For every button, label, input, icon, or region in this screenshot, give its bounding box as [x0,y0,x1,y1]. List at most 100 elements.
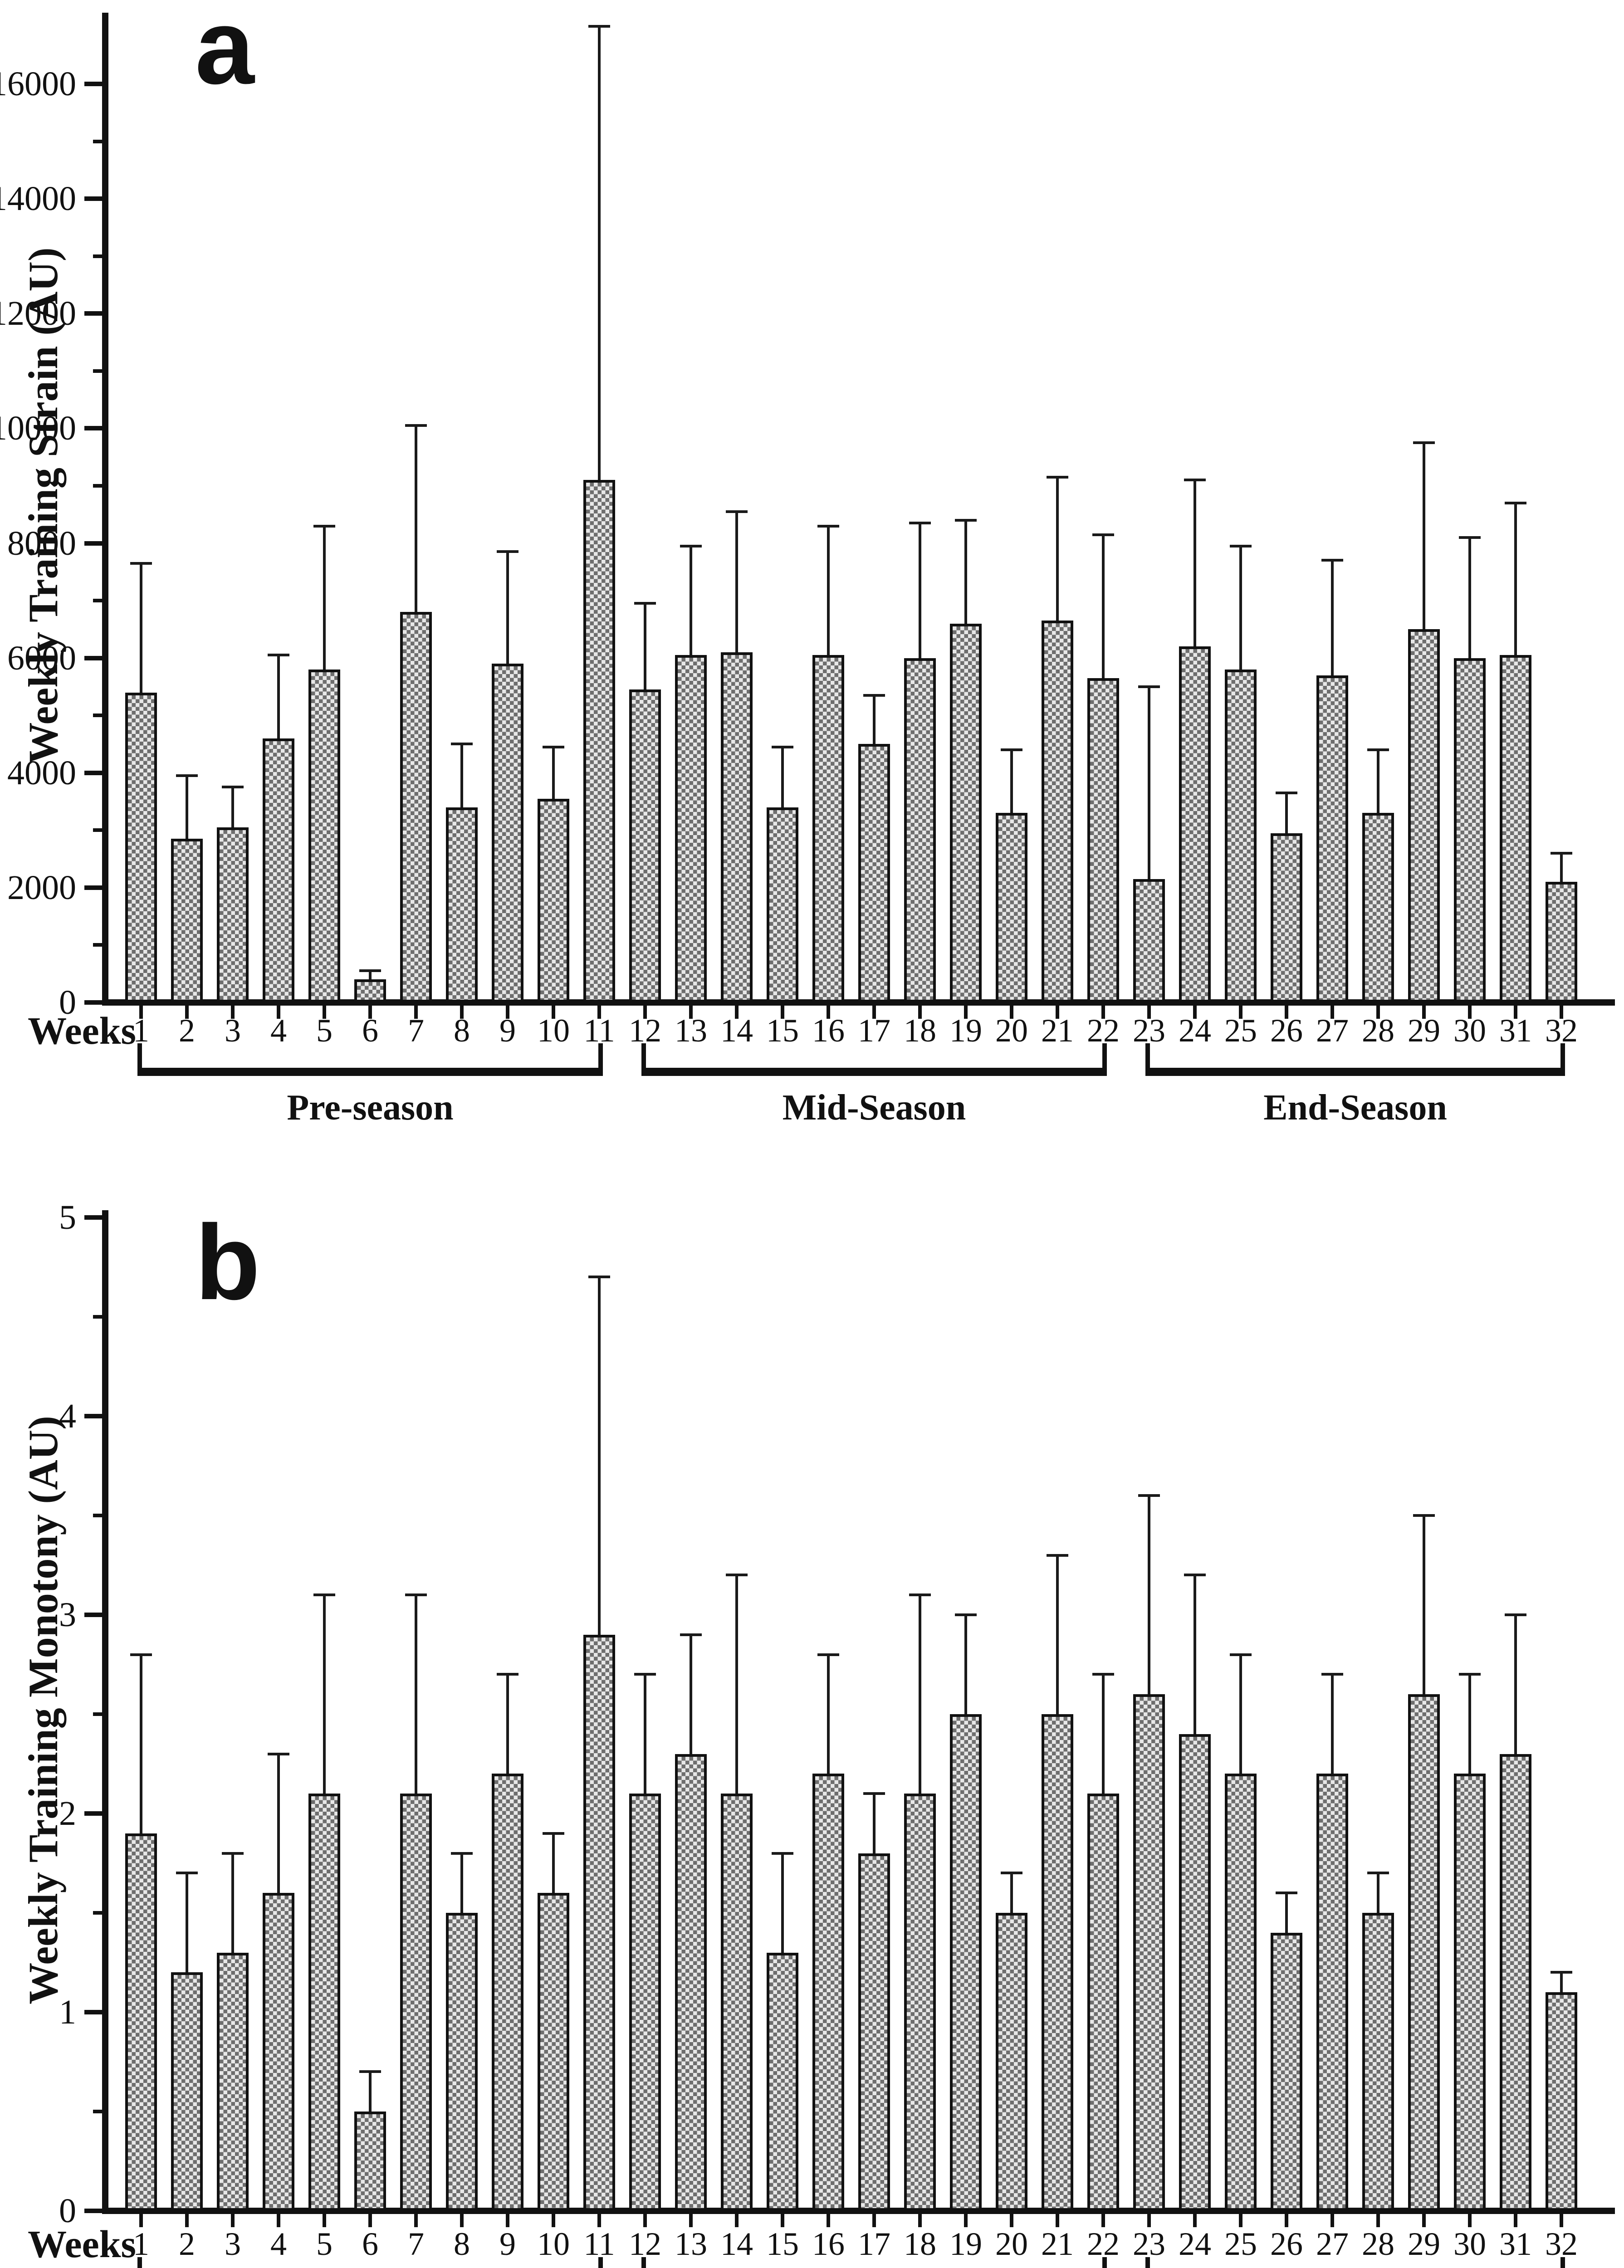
bar-week-15 [767,1952,798,2211]
y-tick-label: 0 [59,2192,76,2230]
bar-week-10 [538,1893,569,2211]
x-tick-week-2 [185,1002,189,1019]
week-number-17: 17 [858,2226,890,2262]
week-number-1: 1 [133,1012,149,1049]
y-minor-tick [93,714,105,718]
bar-week-9 [492,1774,523,2211]
bar-week-17 [858,1853,890,2211]
error-bar-week-29 [1423,443,1425,630]
week-number-19: 19 [949,2226,982,2262]
error-bar-week-32 [1560,853,1563,882]
week-number-14: 14 [720,2226,753,2262]
bar-week-22 [1087,1794,1119,2211]
y-major-tick [84,541,105,546]
bar-week-19 [950,1714,982,2211]
x-tick-week-31 [1514,1002,1517,1019]
x-tick-week-14 [735,1002,739,1019]
bar-week-2 [171,839,203,1002]
x-tick-week-22 [1101,2211,1105,2227]
x-tick-week-5 [323,2211,326,2227]
bar-week-12 [629,689,661,1002]
x-tick-week-24 [1193,1002,1197,1019]
x-tick-week-23 [1147,1002,1151,1019]
bar-week-19 [950,623,982,1002]
week-number-26: 26 [1270,2226,1303,2262]
season-bracket-pre-season [137,1043,603,1076]
x-tick-week-18 [918,1002,922,1019]
error-bar-week-6 [369,971,372,980]
bar-week-3 [217,827,249,1002]
error-bar-week-14 [735,511,738,652]
x-tick-week-11 [597,1002,601,1019]
error-bar-week-23 [1148,1496,1150,1695]
error-bar-week-26 [1285,793,1288,833]
error-bar-week-7 [415,1595,417,1794]
x-tick-week-3 [231,1002,235,1019]
error-bar-week-20 [1010,750,1013,813]
bar-week-26 [1271,833,1302,1002]
y-minor-tick [93,1911,105,1915]
error-bar-week-8 [460,1853,463,1913]
bar-week-25 [1225,1774,1257,2211]
error-cap-week-19 [955,518,977,522]
error-cap-week-31 [1505,501,1526,504]
x-tick-week-17 [872,2211,876,2227]
error-cap-week-6 [359,2070,381,2073]
error-bar-week-16 [827,1654,830,1774]
error-bar-week-5 [323,1595,326,1794]
error-cap-week-22 [1092,1673,1114,1676]
error-cap-week-23 [1138,685,1160,688]
error-cap-week-31 [1505,1613,1526,1616]
bar-week-27 [1316,1774,1348,2211]
error-cap-week-2 [176,1872,198,1875]
error-cap-week-22 [1092,533,1114,536]
bar-week-29 [1408,1694,1440,2211]
week-number-15: 15 [766,1012,799,1049]
bar-week-11 [583,480,615,1002]
error-bar-week-19 [964,520,967,624]
x-tick-week-24 [1193,2211,1197,2227]
week-number-13: 13 [675,1012,707,1049]
x-tick-week-28 [1376,2211,1380,2227]
x-tick-week-21 [1056,1002,1059,1019]
season-bracket-mid-season [641,1043,1107,1076]
x-tick-week-13 [689,2211,693,2227]
week-number-32: 32 [1545,1012,1578,1049]
y-major-tick [84,196,105,201]
error-bar-week-31 [1514,503,1517,655]
error-bar-week-22 [1102,1674,1105,1794]
x-tick-week-22 [1101,1002,1105,1019]
panel-b-letter: b [195,1202,260,1322]
y-tick-label: 4000 [7,753,76,792]
error-cap-week-15 [772,1852,793,1855]
week-number-30: 30 [1453,1012,1486,1049]
y-tick-label: 6000 [7,639,76,677]
x-tick-week-25 [1239,2211,1242,2227]
error-bar-week-27 [1331,560,1334,675]
x-tick-week-29 [1422,1002,1426,1019]
x-tick-week-16 [827,2211,830,2227]
bar-week-14 [721,1794,753,2211]
error-bar-week-4 [277,655,280,738]
error-cap-week-16 [817,1653,839,1656]
week-number-17: 17 [858,1012,890,1049]
week-number-7: 7 [408,1012,424,1049]
week-number-8: 8 [454,1012,470,1049]
error-cap-week-11 [588,25,610,28]
x-tick-week-13 [689,1002,693,1019]
error-cap-week-20 [1001,1872,1022,1875]
error-cap-week-5 [313,1593,335,1597]
error-cap-week-24 [1184,1574,1206,1577]
error-bar-week-30 [1468,1674,1471,1774]
x-tick-week-23 [1147,2211,1151,2227]
bar-week-13 [675,655,707,1002]
x-tick-week-6 [368,2211,372,2227]
error-bar-week-16 [827,526,830,655]
error-bar-week-19 [964,1615,967,1714]
y-tick-label: 1 [59,1993,76,2031]
error-cap-week-7 [405,424,427,427]
error-cap-week-32 [1551,1971,1572,1974]
error-cap-week-18 [909,1593,931,1597]
